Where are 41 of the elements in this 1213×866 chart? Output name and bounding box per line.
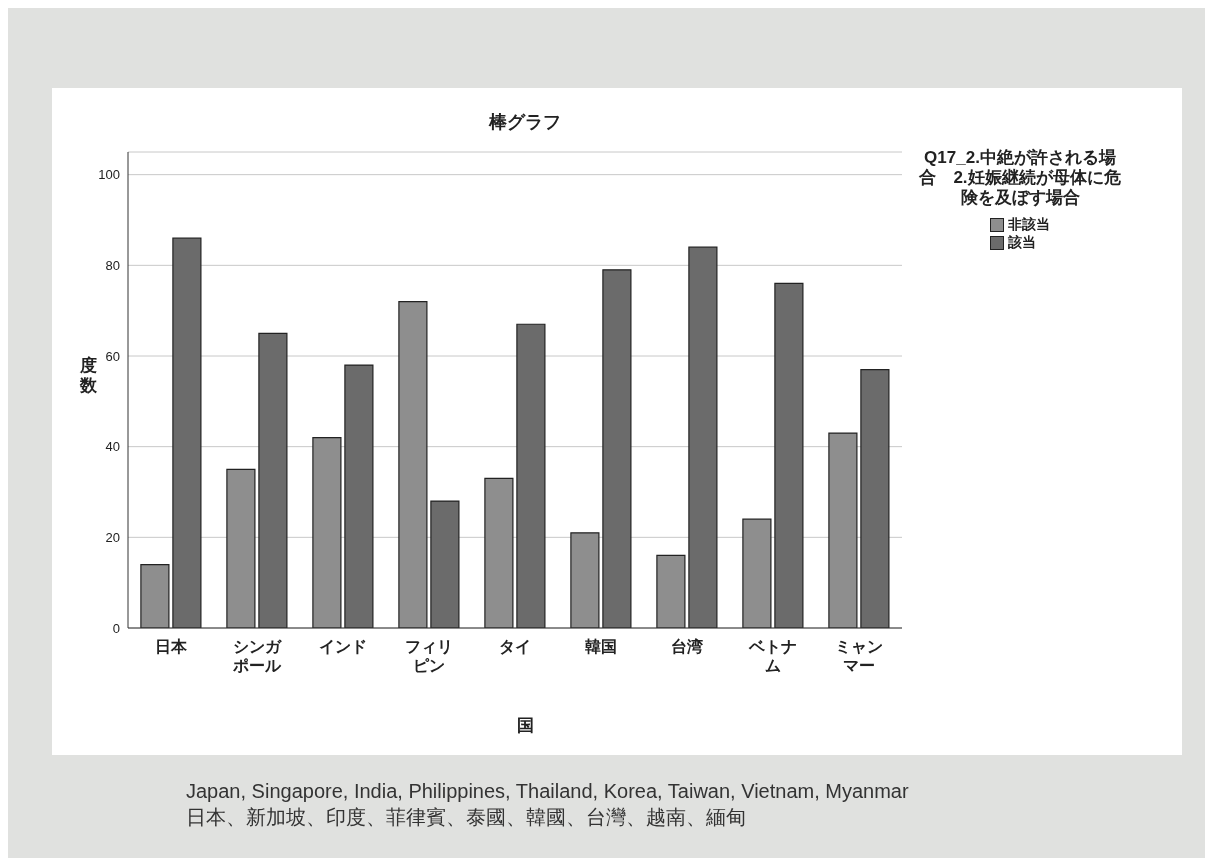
bar bbox=[312, 437, 342, 628]
bar bbox=[828, 432, 858, 628]
y-tick-label: 40 bbox=[105, 439, 120, 455]
x-tick-label: ベトナム bbox=[748, 638, 797, 674]
bar bbox=[516, 323, 546, 628]
bar bbox=[226, 468, 256, 628]
x-tick-label: タイ bbox=[499, 638, 531, 655]
chart-title: 棒グラフ bbox=[487, 111, 562, 134]
x-tick-label: 韓国 bbox=[585, 638, 617, 655]
x-tick-label: 日本 bbox=[155, 638, 188, 655]
y-axis-title: 度数 bbox=[78, 356, 98, 396]
y-tick-label: 20 bbox=[105, 529, 120, 545]
bar bbox=[344, 364, 374, 628]
bar bbox=[656, 554, 686, 628]
bar bbox=[774, 282, 804, 628]
legend-label: 非該当 bbox=[1008, 216, 1050, 234]
bar bbox=[398, 301, 428, 628]
text: 日本、新加坡、印度、菲律賓、泰國、韓國、台灣、越南、緬甸 bbox=[186, 805, 747, 830]
bar bbox=[140, 563, 170, 628]
bar bbox=[688, 246, 718, 628]
text: Japan, Singapore, India, Philippines, Thailand, Korea, Taiwan, Vietnam, Myanmar bbox=[186, 779, 909, 804]
bar bbox=[172, 237, 202, 628]
y-tick-label: 80 bbox=[105, 257, 120, 273]
y-tick-label: 100 bbox=[98, 167, 120, 183]
bar bbox=[430, 500, 460, 628]
y-tick-label: 60 bbox=[105, 348, 120, 364]
x-tick-label: フィリピン bbox=[405, 638, 453, 674]
x-axis-title: 国 bbox=[515, 715, 535, 737]
x-tick-label: ミャンマー bbox=[835, 638, 883, 674]
x-tick-label: 台湾 bbox=[671, 637, 703, 655]
legend-label: 該当 bbox=[1008, 234, 1036, 252]
x-tick-label: インド bbox=[319, 638, 367, 655]
legend-title: Q17_2.中絶が許される場合 2.妊娠継続が母体に危険を及ぼす場合 bbox=[918, 148, 1122, 208]
bar bbox=[742, 518, 772, 628]
y-tick-label: 0 bbox=[112, 620, 120, 636]
bar bbox=[602, 269, 632, 628]
bar bbox=[258, 332, 288, 628]
bar bbox=[570, 532, 600, 628]
x-tick-label: シンガポール bbox=[232, 638, 282, 674]
bar bbox=[484, 477, 514, 628]
bar bbox=[860, 369, 890, 628]
